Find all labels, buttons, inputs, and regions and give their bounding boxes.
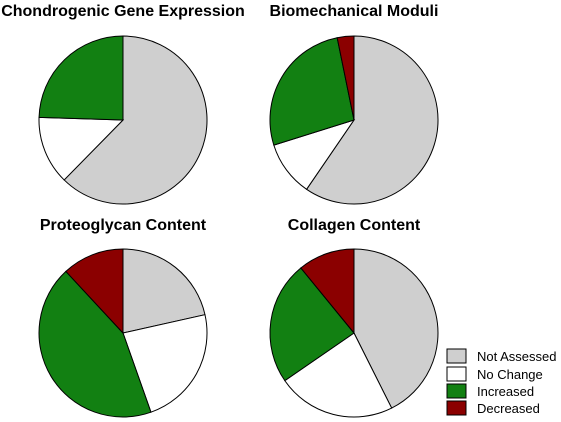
- pie-collagen-content: [269, 248, 439, 418]
- legend-label-increased: Increased: [477, 384, 534, 399]
- legend-swatch-decreased: [446, 400, 467, 416]
- pie-slice-proteoglycan-content-no-change: [122, 314, 208, 413]
- legend: Not Assessed No Change Increased Decreas…: [446, 348, 557, 416]
- pie-gene-expression: [38, 35, 208, 205]
- legend-label-no-change: No Change: [477, 367, 543, 382]
- pie-slice-biomechanical-moduli-decreased: [336, 35, 355, 121]
- legend-swatch-not-assessed: [446, 348, 467, 364]
- pie-slice-collagen-content-increased: [269, 267, 355, 382]
- pie-slice-proteoglycan-content-increased: [38, 270, 152, 418]
- pie-proteoglycan-content: [38, 248, 208, 418]
- pie-slice-gene-expression-no-change: [38, 116, 125, 181]
- pie-slice-collagen-content-not-assessed: [353, 248, 439, 409]
- pie-slice-collagen-content-no-change: [284, 332, 393, 418]
- legend-label-decreased: Decreased: [477, 401, 540, 416]
- pie-slice-gene-expression-not-assessed: [63, 35, 208, 205]
- legend-swatch-increased: [446, 383, 467, 399]
- pie-slice-proteoglycan-content-not-assessed: [122, 248, 206, 334]
- pie-title-proteoglycan-content: Proteoglycan Content: [40, 217, 207, 234]
- pie-biomechanical-moduli: [269, 35, 439, 205]
- pie-slice-collagen-content-decreased: [300, 248, 355, 335]
- pie-title-biomechanical-moduli: Biomechanical Moduli: [270, 3, 439, 20]
- pie-slice-proteoglycan-content-decreased: [65, 248, 124, 335]
- pie-title-collagen-content: Collagen Content: [288, 217, 421, 234]
- legend-label-not-assessed: Not Assessed: [477, 349, 557, 364]
- legend-swatch-no-change: [446, 366, 467, 382]
- pie-slice-biomechanical-moduli-increased: [269, 37, 355, 146]
- pie-title-gene-expression: Chondrogenic Gene Expression: [1, 3, 245, 20]
- pie-slice-gene-expression-increased: [38, 35, 124, 121]
- pie-slice-biomechanical-moduli-not-assessed: [305, 35, 439, 205]
